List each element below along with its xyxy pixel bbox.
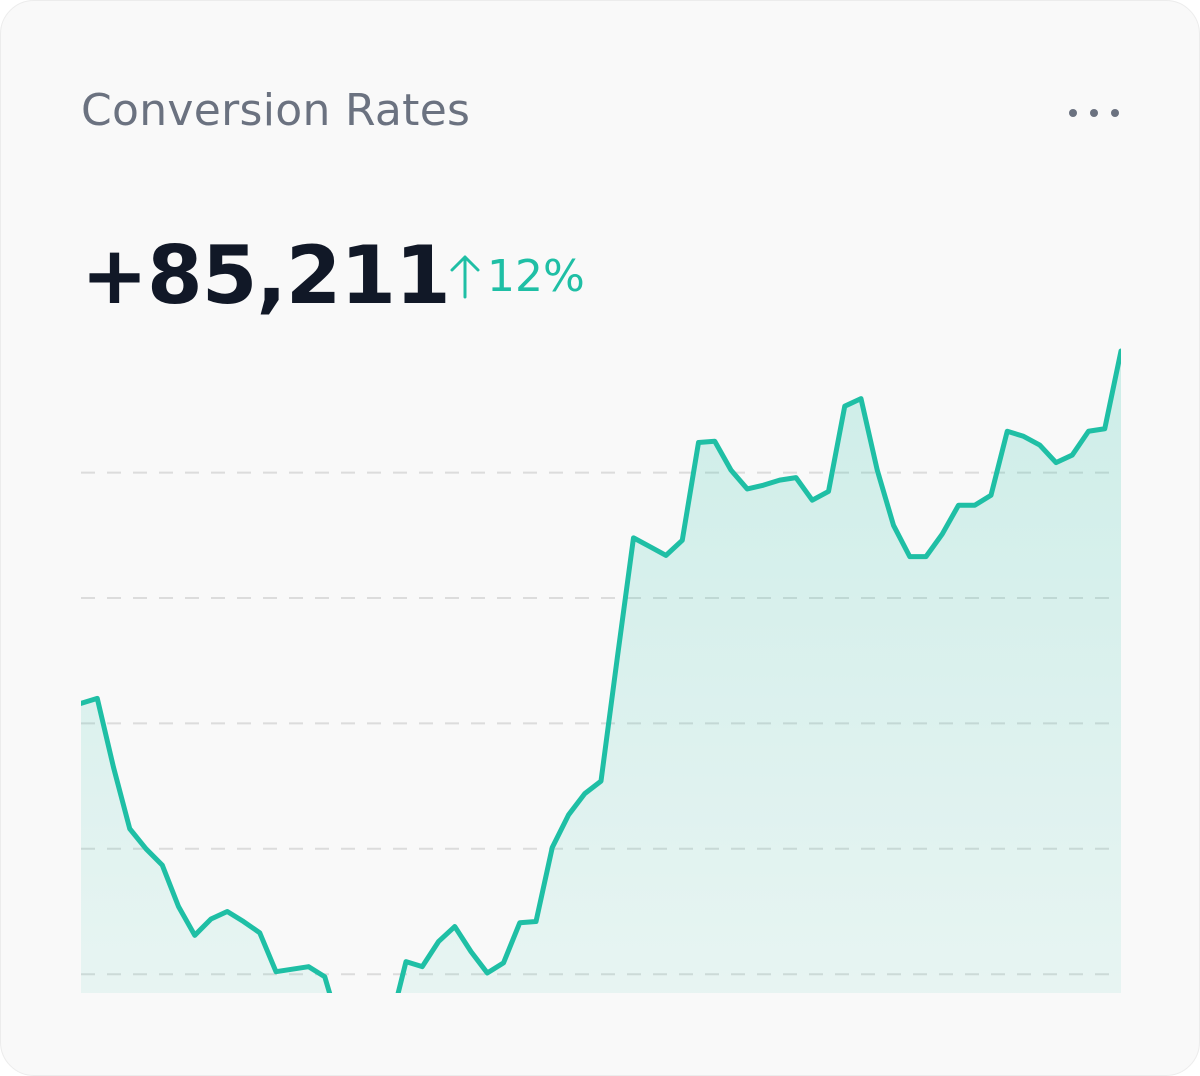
change-badge: 12% — [447, 250, 585, 302]
line — [81, 348, 1121, 993]
card-title: Conversion Rates — [81, 85, 471, 136]
area-fill — [81, 351, 1121, 993]
total-value: +85,211 — [81, 229, 451, 322]
more-menu[interactable] — [1063, 99, 1125, 127]
up-arrow — [450, 255, 480, 299]
change-value: 12% — [487, 250, 585, 302]
